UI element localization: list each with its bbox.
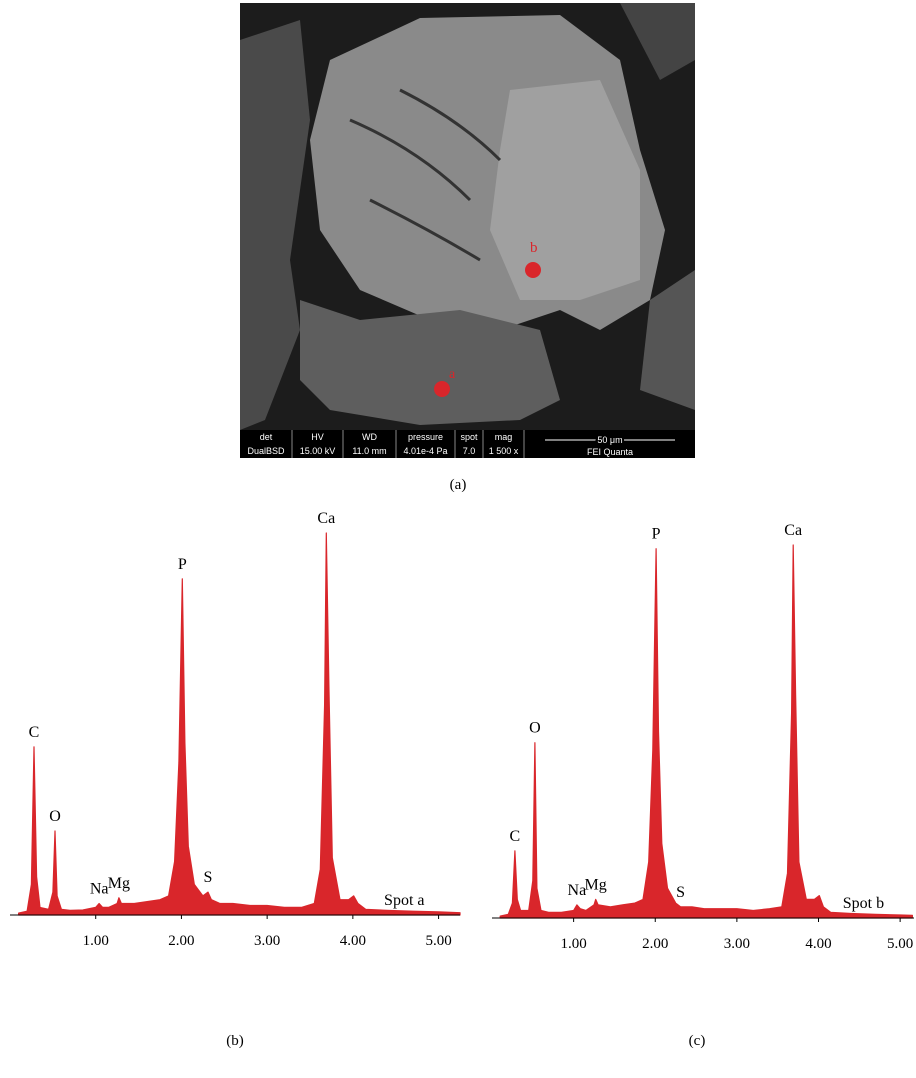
x-tick-label: 4.00 — [340, 933, 366, 949]
info-header: mag — [495, 432, 513, 442]
spectrum — [17, 532, 461, 916]
spot-label: a — [449, 367, 456, 382]
x-tick-label: 5.00 — [887, 936, 913, 952]
peak-label: O — [49, 808, 61, 825]
caption: (a) — [450, 477, 467, 493]
x-tick-label: 1.00 — [560, 936, 586, 952]
sem-image: a b det DualBSD HV 15.00 kV WD 11.0 mm pressur… — [240, 3, 695, 458]
x-tick-label: 3.00 — [254, 933, 280, 949]
info-header: det — [260, 432, 273, 442]
peak-label: Na — [90, 881, 109, 898]
particle — [640, 270, 695, 410]
scale-bar-label: 50 μm — [597, 435, 622, 445]
info-header: WD — [362, 432, 377, 442]
x-tick-label: 2.00 — [642, 936, 668, 952]
info-header: pressure — [408, 432, 443, 442]
info-bar — [240, 430, 695, 458]
peak-label: P — [178, 556, 187, 573]
spot-label: b — [530, 240, 538, 256]
info-value: 11.0 mm — [352, 446, 386, 456]
peak-label: Mg — [585, 876, 607, 893]
spot-marker — [525, 262, 541, 278]
peak-label: Mg — [108, 875, 130, 892]
x-tick-label: 4.00 — [805, 936, 831, 952]
peak-label: Spot b — [843, 895, 884, 912]
info-value: DualBSD — [247, 446, 285, 456]
particle — [300, 300, 560, 425]
peak-label: Na — [568, 882, 587, 899]
particle — [490, 80, 640, 300]
peak-label: O — [529, 720, 541, 737]
info-value: 15.00 kV — [300, 446, 336, 456]
info-value: 4.01e-4 Pa — [403, 446, 447, 456]
caption: (b) — [226, 1033, 244, 1049]
info-value: 7.0 — [463, 446, 476, 456]
spectrum — [499, 544, 913, 919]
peak-label: S — [676, 884, 685, 901]
particle — [240, 20, 310, 430]
particle — [620, 3, 695, 80]
brand: FEI Quanta — [587, 447, 633, 457]
peak-label: Spot a — [384, 892, 424, 909]
caption: (c) — [689, 1033, 706, 1049]
info-header: spot — [460, 432, 478, 442]
x-tick-label: 2.00 — [168, 933, 194, 949]
info-header: HV — [311, 432, 324, 442]
peak-label: S — [204, 869, 213, 886]
x-tick-label: 1.00 — [83, 933, 109, 949]
peak-label: C — [510, 828, 521, 845]
peak-label: Ca — [317, 510, 335, 527]
info-bar-cells: det DualBSD HV 15.00 kV WD 11.0 mm pressure 4.0… — [247, 430, 525, 458]
peak-label: Ca — [784, 522, 802, 539]
info-value: 1 500 x — [489, 446, 519, 456]
spot-marker — [434, 381, 450, 397]
x-tick-label: 5.00 — [425, 933, 451, 949]
x-tick-label: 3.00 — [724, 936, 750, 952]
crack — [349, 88, 502, 262]
peak-label: C — [29, 724, 40, 741]
peak-label: P — [652, 526, 661, 543]
